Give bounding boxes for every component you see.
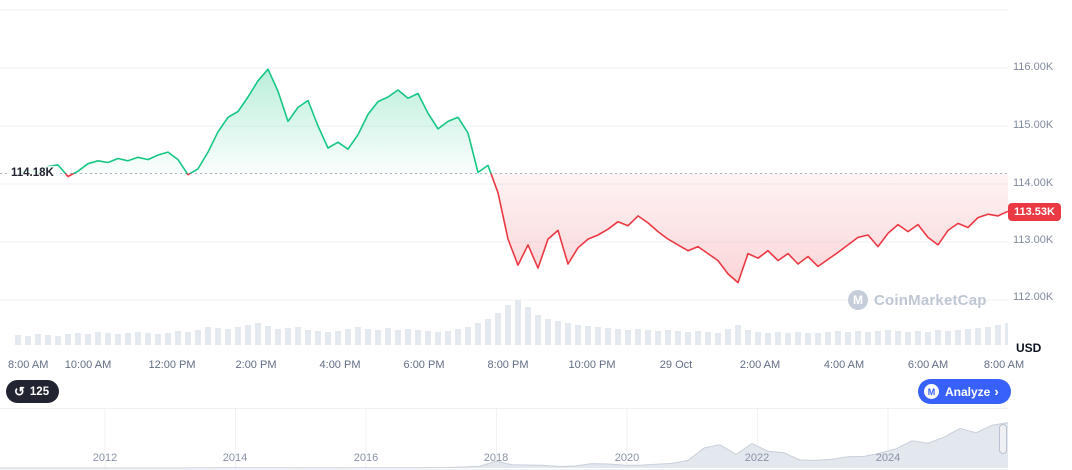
y-tick-label: 114.00K (1013, 177, 1054, 189)
x-tick-label: 12:00 PM (148, 359, 196, 371)
x-tick-label: 6:00 PM (403, 359, 445, 371)
analyze-button[interactable]: M Analyze › (918, 379, 1011, 404)
x-tick-label: 6:00 AM (907, 359, 949, 371)
chevron-right-icon: › (994, 384, 999, 399)
baseline-price-label: 114.18K (8, 166, 57, 180)
year-label: 2018 (483, 452, 509, 464)
coinmarketcap-logo-icon: M (848, 290, 868, 310)
x-tick-label: 8:00 AM (983, 359, 1025, 371)
x-tick-label: 10:00 AM (64, 359, 112, 371)
year-label: 2024 (875, 452, 901, 464)
year-label: 2016 (353, 452, 379, 464)
x-tick-label: 8:00 PM (487, 359, 529, 371)
x-tick-label: 29 Oct (659, 359, 693, 371)
x-tick-label: 4:00 AM (823, 359, 865, 371)
y-tick-label: 115.00K (1013, 119, 1054, 131)
analyze-label: Analyze (945, 384, 991, 399)
x-tick-label: 4:00 PM (319, 359, 361, 371)
current-price-badge: 113.53K (1008, 203, 1061, 222)
x-tick-label: 2:00 PM (235, 359, 277, 371)
navigator-handle[interactable] (999, 424, 1007, 454)
x-tick-label: 2:00 AM (739, 359, 781, 371)
year-label: 2020 (614, 452, 640, 464)
price-line-down (17, 173, 1008, 284)
watermark: M CoinMarketCap (848, 290, 987, 310)
history-count: 125 (29, 385, 50, 398)
year-label: 2014 (222, 452, 248, 464)
year-label: 2012 (92, 452, 118, 464)
x-tick-label: 10:00 PM (568, 359, 616, 371)
coinmarketcap-logo-icon: M (924, 384, 939, 399)
y-tick-label: 113.00K (1013, 234, 1054, 246)
year-label: 2022 (744, 452, 770, 464)
y-tick-label: 112.00K (1013, 291, 1054, 303)
x-tick-label: 8:00 AM (8, 359, 49, 371)
history-icon: ↺ (14, 384, 25, 399)
price-line-up (17, 68, 492, 174)
usd-label: USD (1016, 341, 1042, 355)
watermark-text: CoinMarketCap (874, 291, 987, 309)
volume-bars (15, 300, 1008, 345)
y-tick-label: 116.00K (1013, 61, 1054, 73)
history-button[interactable]: ↺ 125 (6, 380, 60, 403)
price-chart[interactable] (0, 0, 1008, 345)
